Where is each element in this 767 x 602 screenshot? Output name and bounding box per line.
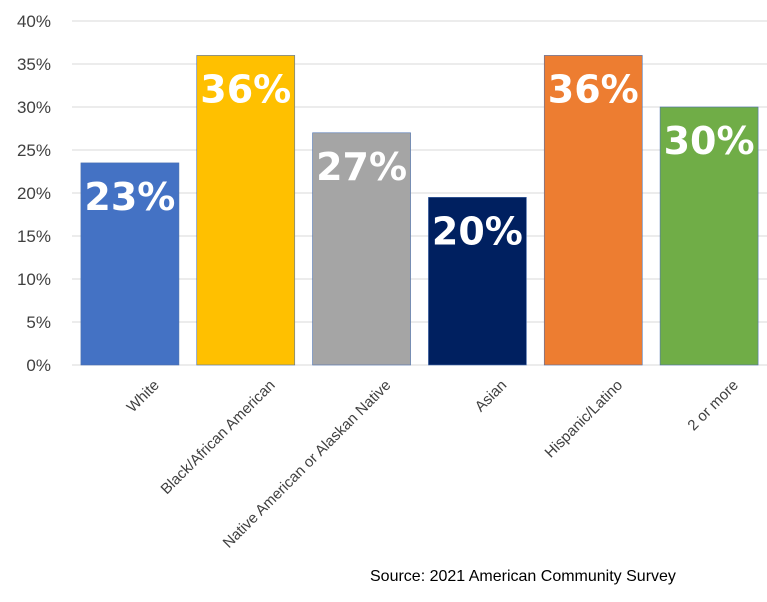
y-tick-label: 20% [17,184,51,203]
y-tick-label: 25% [17,141,51,160]
bars [80,55,759,366]
category-label: Hispanic/Latino [542,377,627,462]
data-label: 36% [200,67,291,111]
y-axis-ticks: 0% 5% 10% 15% 20% 25% 30% 35% 40% [17,12,51,375]
category-label: Black/African American [157,377,278,498]
data-label: 23% [84,175,175,219]
bar [312,132,411,366]
gridlines [72,20,767,366]
y-tick-label: 5% [26,313,51,332]
data-labels: 23% 36% 27% 20% 36% 30% [84,67,754,253]
y-tick-label: 10% [17,270,51,289]
y-tick-label: 30% [17,98,51,117]
y-tick-label: 35% [17,55,51,74]
data-label: 36% [548,67,639,111]
category-label: 2 or more [684,377,741,434]
data-label: 27% [316,145,407,189]
y-tick-label: 15% [17,227,51,246]
y-tick-label: 40% [17,12,51,31]
source-note: Source: 2021 American Community Survey [370,568,676,585]
bar [659,106,759,366]
category-label: Asian [472,377,511,416]
category-label: White [124,377,163,416]
bar [543,55,643,366]
bar [196,55,296,366]
data-label: 20% [432,209,523,253]
y-tick-label: 0% [26,356,51,375]
bar [428,197,527,366]
bar [80,162,180,366]
data-label: 30% [664,119,755,163]
